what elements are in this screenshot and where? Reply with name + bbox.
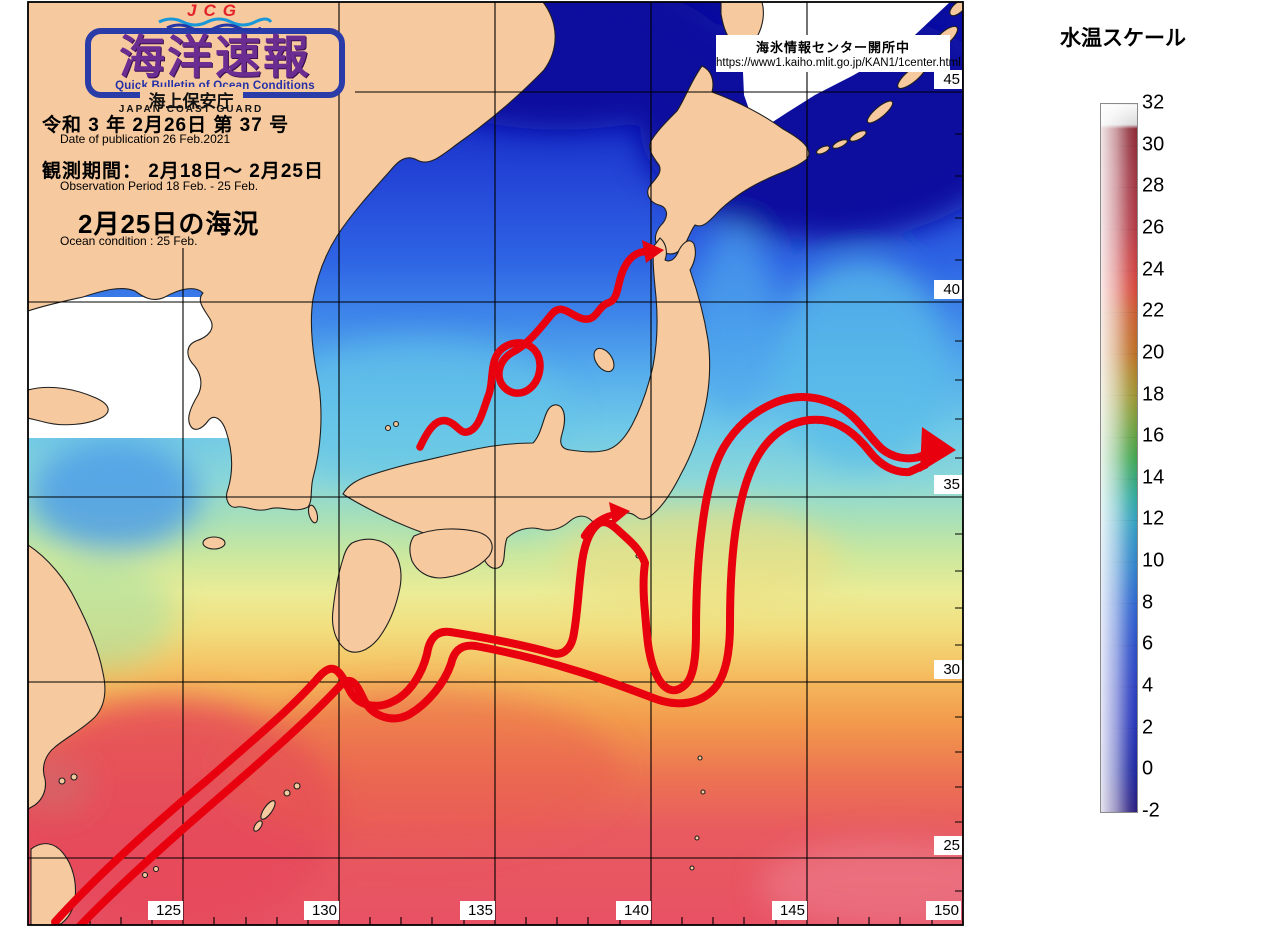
- tsushima-current-path: [416, 247, 654, 451]
- scale-tick-12: 12: [1142, 507, 1165, 530]
- longitude-label-125: 125: [148, 901, 183, 920]
- land-continent-korea: [28, 2, 556, 511]
- temperature-scale-title: 水温スケール: [1060, 27, 1186, 50]
- scale-tick-18: 18: [1142, 383, 1165, 406]
- org-name-jp-row: 海上保安庁: [30, 87, 352, 112]
- scale-tick-30: 30: [1142, 133, 1165, 156]
- scale-tick-24: 24: [1142, 258, 1165, 281]
- temperature-colorbar: [1100, 103, 1138, 813]
- scale-tick-28: 28: [1142, 174, 1165, 197]
- kuroshio-arrowhead-icon: [920, 427, 956, 472]
- org-name-en: JAPAN COAST GUARD: [118, 104, 264, 115]
- scale-tick-14: 14: [1142, 466, 1165, 489]
- scale-tick-20: 20: [1142, 341, 1165, 364]
- scale-tick-2: 2: [1142, 716, 1154, 739]
- latitude-label-30: 30: [934, 660, 962, 679]
- scale-tick-32: 32: [1142, 91, 1165, 114]
- longitude-label-135: 135: [460, 901, 495, 920]
- longitude-label-140: 140: [616, 901, 651, 920]
- land-shikoku: [409, 528, 493, 579]
- issue-date-jp: 令和 3 年 2月26日 第 37 号: [42, 115, 290, 136]
- land-taiwan: [30, 843, 77, 925]
- kuroshio-north-edge-path: [51, 393, 936, 925]
- sea-ice-notice-url[interactable]: https://www1.kaiho.mlit.go.jp/KAN1/1cent…: [716, 57, 961, 69]
- land-kyushu: [331, 538, 402, 653]
- latitude-label-40: 40: [934, 280, 962, 299]
- scale-tick-0: 0: [1142, 757, 1154, 780]
- land-masses: [28, 2, 963, 925]
- latitude-label-45: 45: [934, 70, 962, 89]
- sea-ice-notice: 海氷情報センター開所中 https://www1.kaiho.mlit.go.j…: [716, 35, 961, 72]
- scale-tick-26: 26: [1142, 216, 1165, 239]
- coastal-branch-path: [580, 510, 620, 540]
- bulletin-title-jp: 海洋速報: [119, 31, 311, 83]
- scale-tick-10: 10: [1142, 549, 1165, 572]
- tsugaru-arrowhead-icon: [642, 240, 664, 263]
- condition-date-jp: 2月25日の海況: [78, 209, 260, 239]
- current-arrows: [51, 240, 956, 925]
- observation-period-jp: 観測期間： 2月18日～ 2月25日: [42, 161, 324, 182]
- scale-tick-4: 4: [1142, 674, 1154, 697]
- jcg-emblem: JCG: [85, 1, 345, 38]
- longitude-label-150: 150: [926, 901, 961, 920]
- condition-date-en: Ocean condition : 25 Feb.: [60, 234, 198, 248]
- longitude-label-130: 130: [304, 901, 339, 920]
- scale-tick-6: 6: [1142, 632, 1154, 655]
- grid-lines: [28, 2, 963, 925]
- coastal-branch-arrowhead-icon: [609, 502, 630, 525]
- title-box: 海洋速報 Quick Bulletin of Ocean Conditions: [85, 28, 345, 98]
- latitude-label-25: 25: [934, 836, 962, 855]
- scale-tick-neg2: -2: [1142, 799, 1160, 822]
- degree-ticks-right: [955, 133, 963, 892]
- issue-date-en: Date of publication 26 Feb.2021: [60, 132, 231, 146]
- latitude-label-35: 35: [934, 475, 962, 494]
- wave-icon: [158, 17, 273, 33]
- jcg-logo-text: JCG: [187, 1, 243, 20]
- map-border: [27, 1, 964, 926]
- sst-map: [27, 1, 964, 926]
- land-china-coast: [28, 544, 106, 810]
- scale-tick-22: 22: [1142, 299, 1165, 322]
- observation-period-en: Observation Period 18 Feb. - 25 Feb.: [60, 179, 259, 193]
- org-name-jp: 海上保安庁: [139, 87, 243, 112]
- kuroshio-south-edge-path: [75, 415, 929, 925]
- land-shandong: [28, 386, 109, 426]
- longitude-label-145: 145: [772, 901, 807, 920]
- scale-tick-16: 16: [1142, 424, 1165, 447]
- sea-ice-notice-text: 海氷情報センター開所中: [755, 40, 910, 55]
- scale-tick-8: 8: [1142, 591, 1154, 614]
